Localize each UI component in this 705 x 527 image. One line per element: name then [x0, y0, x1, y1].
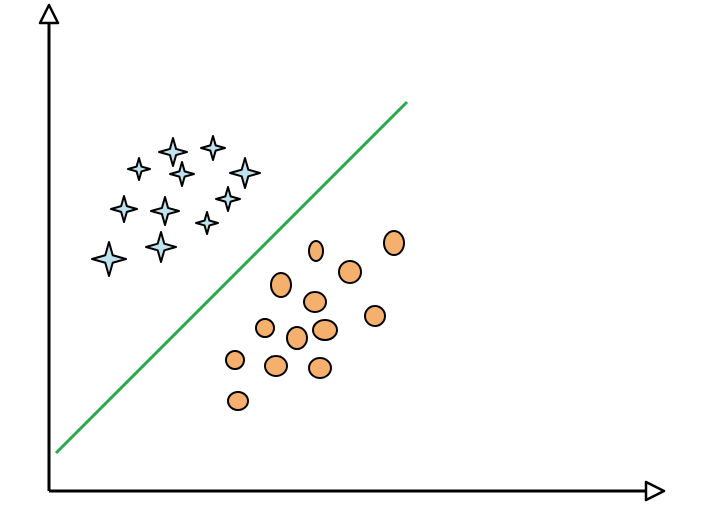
circle-icon — [286, 326, 308, 350]
y-axis-arrow-icon — [38, 3, 60, 25]
circle-icon — [312, 319, 338, 341]
circle-icon — [338, 260, 362, 284]
axes — [38, 3, 666, 502]
star-icon — [110, 195, 138, 223]
star-icon — [91, 241, 127, 277]
circle-icon — [255, 318, 275, 338]
star-icon — [215, 186, 241, 212]
star-icon — [158, 137, 188, 167]
star-icon — [145, 231, 177, 263]
star-icon — [229, 157, 261, 189]
circle-icon — [308, 240, 324, 262]
circle-icon — [303, 291, 327, 313]
circle-icon — [270, 272, 292, 298]
circle-icon — [227, 391, 249, 411]
star-icon — [200, 135, 226, 161]
decision-boundary-line — [54, 100, 409, 455]
class-a-stars — [91, 135, 261, 277]
circle-icon — [225, 350, 245, 370]
star-icon — [169, 161, 195, 187]
circle-icon — [383, 230, 405, 256]
class-b-circles — [225, 230, 405, 411]
x-axis-arrow-icon — [644, 480, 666, 502]
star-icon — [127, 157, 151, 181]
star-icon — [195, 211, 219, 235]
star-icon — [150, 196, 180, 226]
circle-icon — [308, 357, 332, 379]
circle-icon — [264, 355, 288, 377]
circle-icon — [364, 305, 386, 327]
